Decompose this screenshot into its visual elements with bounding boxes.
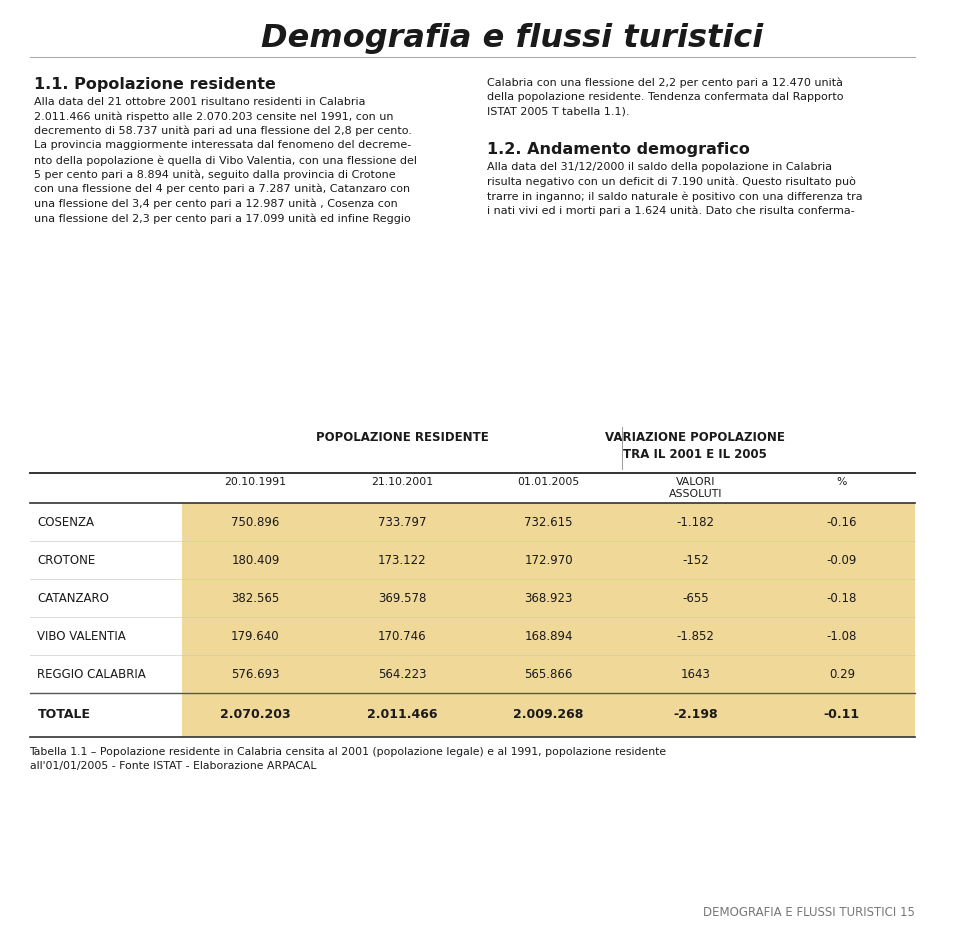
Text: CATANZARO: CATANZARO [37,592,109,605]
Text: 5 per cento pari a 8.894 unità, seguito dalla provincia di Crotone: 5 per cento pari a 8.894 unità, seguito … [35,169,396,180]
Text: 168.894: 168.894 [524,629,573,642]
Text: 382.565: 382.565 [231,592,279,605]
Bar [30,503,182,737]
Text: 01.01.2005: 01.01.2005 [517,477,580,487]
Text: VARIAZIONE POPOLAZIONE
TRA IL 2001 E IL 2005: VARIAZIONE POPOLAZIONE TRA IL 2001 E IL … [606,431,785,461]
Text: TOTALE: TOTALE [37,709,90,722]
Text: trarre in inganno; il saldo naturale è positivo con una differenza tra: trarre in inganno; il saldo naturale è p… [487,191,863,202]
Text: risulta negativo con un deficit di 7.190 unità. Questo risultato può: risulta negativo con un deficit di 7.190… [487,177,856,187]
Text: Alla data del 21 ottobre 2001 risultano residenti in Calabria: Alla data del 21 ottobre 2001 risultano … [35,97,366,107]
Text: 732.615: 732.615 [524,515,573,528]
Text: 173.122: 173.122 [377,554,426,567]
Text: %: % [837,477,847,487]
Bar [182,503,915,737]
Text: all'01/01/2005 - Fonte ISTAT - Elaborazione ARPACAL: all'01/01/2005 - Fonte ISTAT - Elaborazi… [30,761,316,771]
Text: con una flessione del 4 per cento pari a 7.287 unità, Catanzaro con: con una flessione del 4 per cento pari a… [35,184,411,194]
Text: i nati vivi ed i morti pari a 1.624 unità. Dato che risulta conferma-: i nati vivi ed i morti pari a 1.624 unit… [487,206,855,216]
Text: 179.640: 179.640 [231,629,279,642]
Text: 1643: 1643 [681,668,710,681]
Text: -1.182: -1.182 [676,515,714,528]
Text: VALORI
ASSOLUTI: VALORI ASSOLUTI [668,477,722,499]
Text: 2.011.466 unità rispetto alle 2.070.203 censite nel 1991, con un: 2.011.466 unità rispetto alle 2.070.203 … [35,111,394,122]
Text: VIBO VALENTIA: VIBO VALENTIA [37,629,126,642]
Text: 368.923: 368.923 [524,592,573,605]
Text: ISTAT 2005 T tabella 1.1).: ISTAT 2005 T tabella 1.1). [487,106,630,116]
Text: CROTONE: CROTONE [37,554,96,567]
Text: Calabria con una flessione del 2,2 per cento pari a 12.470 unità: Calabria con una flessione del 2,2 per c… [487,77,843,88]
Text: 170.746: 170.746 [377,629,426,642]
Text: 21.10.2001: 21.10.2001 [371,477,433,487]
Text: Demografia e flussi turistici: Demografia e flussi turistici [260,23,763,54]
Text: -2.198: -2.198 [673,709,717,722]
Text: 1.1. Popolazione residente: 1.1. Popolazione residente [35,77,276,92]
Text: 2.011.466: 2.011.466 [367,709,437,722]
Text: -152: -152 [682,554,708,567]
Text: decremento di 58.737 unità pari ad una flessione del 2,8 per cento.: decremento di 58.737 unità pari ad una f… [35,126,412,137]
Text: 172.970: 172.970 [524,554,573,567]
Text: Tabella 1.1 – Popolazione residente in Calabria censita al 2001 (popolazione leg: Tabella 1.1 – Popolazione residente in C… [30,747,666,757]
Text: -1.08: -1.08 [827,629,857,642]
Text: 369.578: 369.578 [378,592,426,605]
Text: della popolazione residente. Tendenza confermata dal Rapporto: della popolazione residente. Tendenza co… [487,92,844,102]
Text: una flessione del 3,4 per cento pari a 12.987 unità , Cosenza con: una flessione del 3,4 per cento pari a 1… [35,198,398,209]
Text: una flessione del 2,3 per cento pari a 17.099 unità ed infine Reggio: una flessione del 2,3 per cento pari a 1… [35,213,411,223]
Text: 20.10.1991: 20.10.1991 [225,477,286,487]
Text: -1.852: -1.852 [677,629,714,642]
Text: -0.11: -0.11 [824,709,860,722]
Text: 2.009.268: 2.009.268 [514,709,584,722]
Text: 180.409: 180.409 [231,554,279,567]
Text: 2.070.203: 2.070.203 [220,709,291,722]
Text: -655: -655 [682,592,708,605]
Text: -0.18: -0.18 [827,592,857,605]
Text: 733.797: 733.797 [378,515,426,528]
Text: Alla data del 31/12/2000 il saldo della popolazione in Calabria: Alla data del 31/12/2000 il saldo della … [487,162,832,172]
Text: 565.866: 565.866 [524,668,573,681]
Text: COSENZA: COSENZA [37,515,94,528]
Text: 576.693: 576.693 [231,668,279,681]
Text: POPOLAZIONE RESIDENTE: POPOLAZIONE RESIDENTE [316,431,489,444]
Text: 564.223: 564.223 [378,668,426,681]
Text: nto della popolazione è quella di Vibo Valentia, con una flessione del: nto della popolazione è quella di Vibo V… [35,155,418,165]
Text: DEMOGRAFIA E FLUSSI TURISTICI 15: DEMOGRAFIA E FLUSSI TURISTICI 15 [704,906,915,919]
Text: 750.896: 750.896 [231,515,279,528]
Text: La provincia maggiormente interessata dal fenomeno del decreme-: La provincia maggiormente interessata da… [35,140,412,151]
Text: 1.2. Andamento demografico: 1.2. Andamento demografico [487,142,750,157]
Text: -0.09: -0.09 [827,554,857,567]
Text: 0.29: 0.29 [828,668,855,681]
Text: -0.16: -0.16 [827,515,857,528]
Text: REGGIO CALABRIA: REGGIO CALABRIA [37,668,146,681]
